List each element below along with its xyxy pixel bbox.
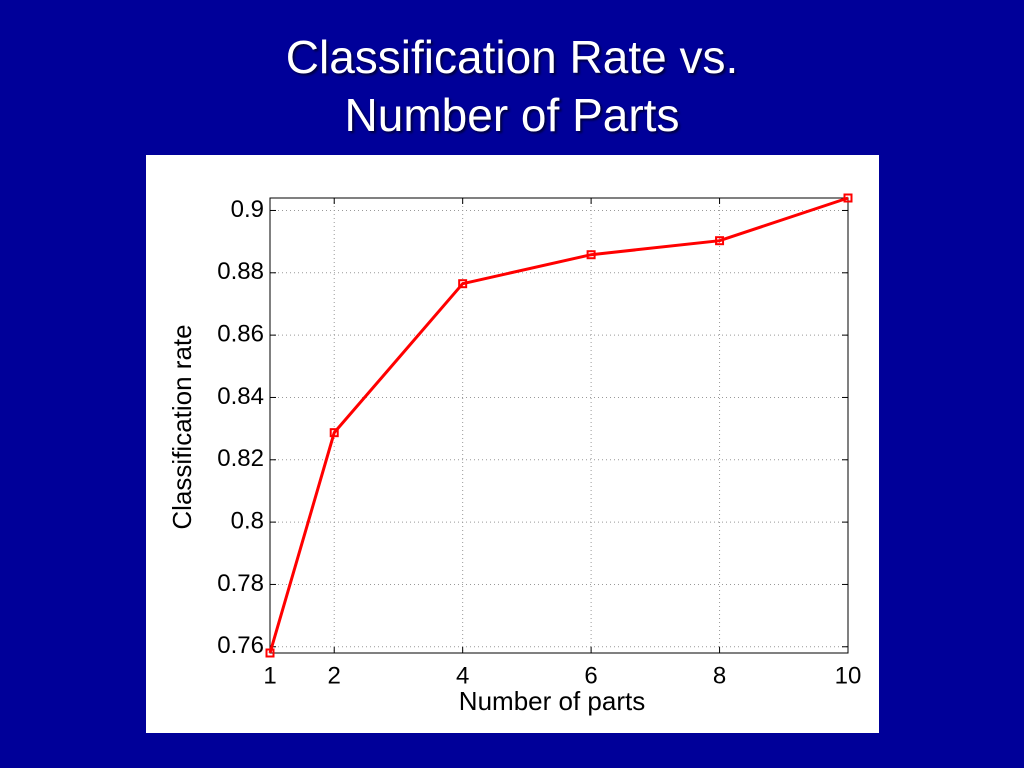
x-tick-label: 1 [263,662,276,689]
y-tick-label: 0.82 [217,445,264,472]
x-tick-label: 4 [456,662,469,689]
slide-title: Classification Rate vs. Number of Parts [285,31,739,141]
data-point [843,193,853,203]
x-tick-label: 2 [328,662,341,689]
x-tick-label: 8 [713,662,726,689]
y-tick-label: 0.84 [217,383,264,410]
y-tick-label: 0.9 [231,196,264,223]
chart: Number of parts Classification rate 0.76… [146,155,879,733]
y-tick-label: 0.8 [231,507,264,534]
y-tick-label: 0.78 [217,570,264,597]
x-tick-label: 10 [835,662,862,689]
x-axis-label: Number of parts [459,686,645,716]
data-point [458,279,468,289]
y-axis-label: Classification rate [167,324,197,529]
data-line [268,196,849,654]
y-tick-label: 0.86 [217,320,264,347]
data-point [586,250,596,260]
plot-background [146,155,879,733]
data-point [715,236,725,246]
data-point [329,428,339,438]
data-point [265,648,275,658]
y-tick-label: 0.88 [217,258,264,285]
x-tick-label: 6 [584,662,597,689]
axes-box [269,197,849,654]
y-tick-label: 0.76 [217,632,264,659]
